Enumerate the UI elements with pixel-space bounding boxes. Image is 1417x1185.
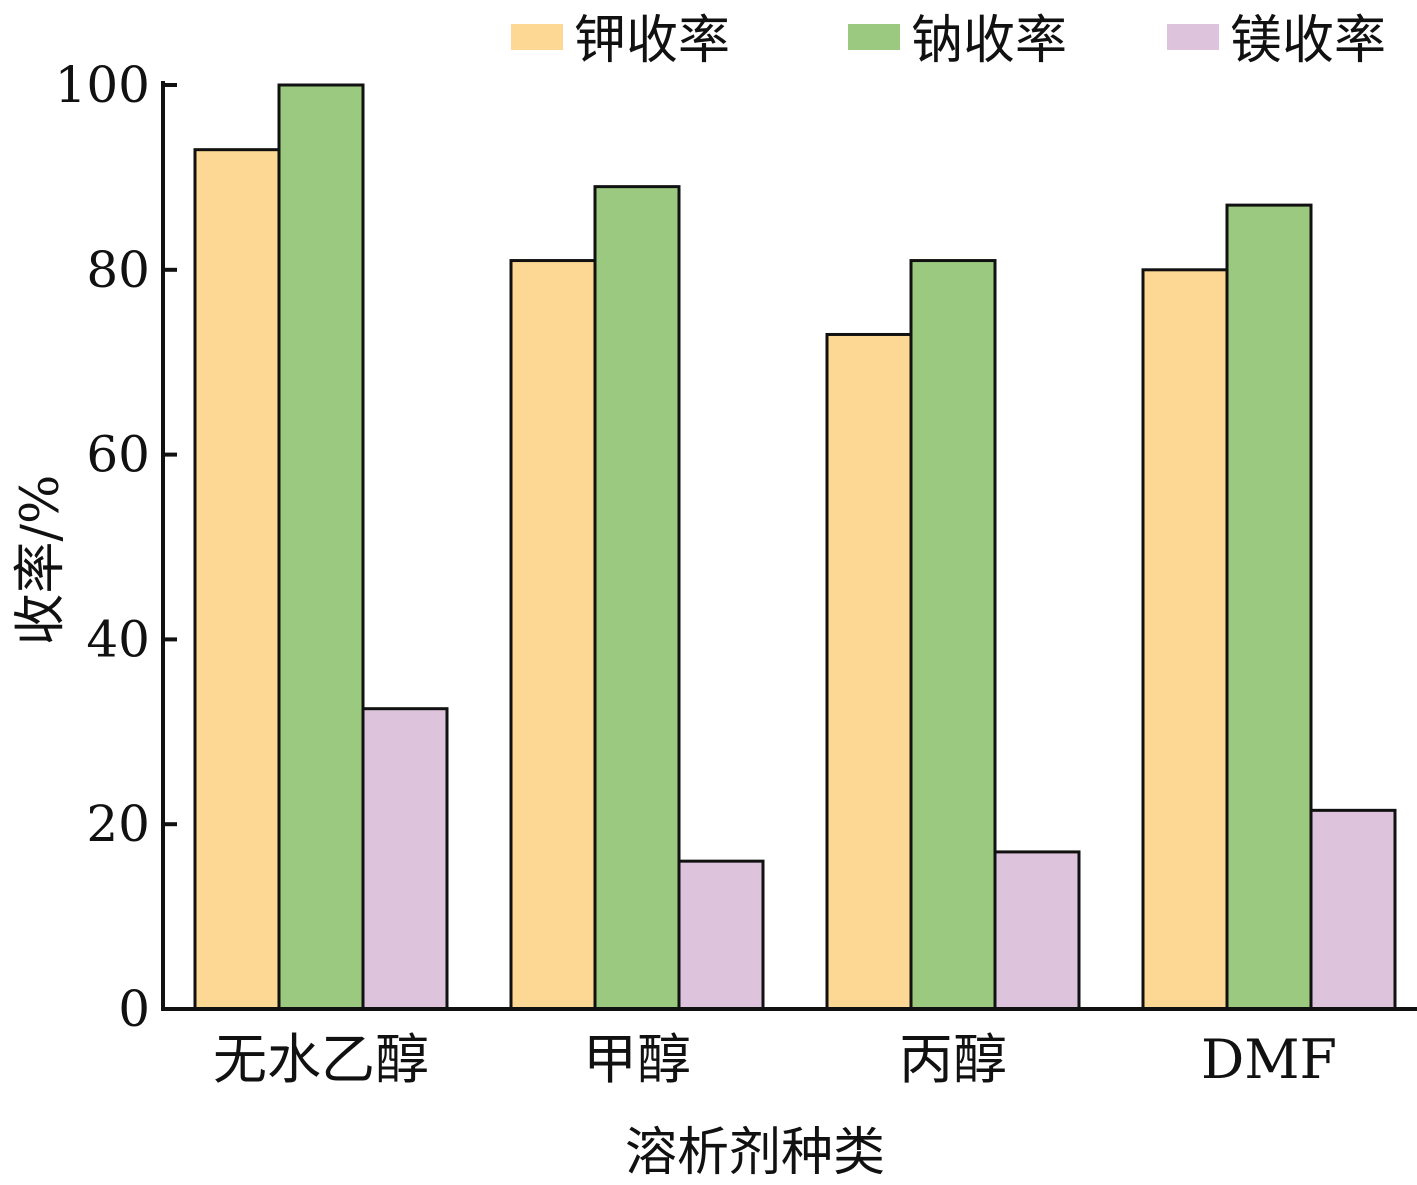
legend-label-1: 钾收率 bbox=[574, 11, 730, 71]
y-tick-label: 0 bbox=[118, 980, 150, 1038]
x-labels-group: 无水乙醇 甲醇 丙醇 DMF bbox=[213, 1028, 1337, 1091]
x-category-label: 甲醇 bbox=[583, 1028, 691, 1091]
y-ticks-group: 0 20 40 60 80 100 bbox=[55, 56, 177, 1038]
bar-3-4 bbox=[1309, 808, 1397, 1011]
bar-3-2 bbox=[677, 859, 765, 1011]
bars-group bbox=[193, 83, 1397, 1011]
bar-1-2 bbox=[509, 259, 597, 1011]
x-category-label: 丙醇 bbox=[899, 1028, 1007, 1091]
legend: 钾收率 钠收率 镁收率 bbox=[511, 11, 1386, 71]
bar-3-1 bbox=[361, 707, 449, 1011]
bar-2-4 bbox=[1225, 203, 1313, 1011]
y-tick-label: 80 bbox=[86, 241, 150, 299]
y-tick-label: 20 bbox=[86, 795, 150, 853]
legend-swatch-1 bbox=[511, 24, 563, 50]
y-tick-label: 100 bbox=[55, 56, 150, 114]
legend-label-3: 镁收率 bbox=[1230, 11, 1386, 71]
legend-swatch-3 bbox=[1167, 24, 1219, 50]
bar-2-2 bbox=[593, 185, 681, 1011]
y-axis-title: 收率/% bbox=[11, 475, 71, 646]
legend-swatch-2 bbox=[848, 24, 900, 50]
bar-2-1 bbox=[277, 83, 365, 1011]
x-category-label: 无水乙醇 bbox=[213, 1028, 429, 1091]
legend-label-2: 钠收率 bbox=[911, 11, 1067, 71]
bar-1-3 bbox=[825, 332, 913, 1011]
bar-1-1 bbox=[193, 148, 281, 1011]
bar-2-3 bbox=[909, 259, 997, 1011]
bar-1-4 bbox=[1141, 268, 1229, 1011]
y-tick-label: 60 bbox=[86, 426, 150, 484]
y-tick-label: 40 bbox=[86, 610, 150, 668]
x-axis-title: 溶析剂种类 bbox=[625, 1123, 885, 1181]
x-category-label: DMF bbox=[1201, 1028, 1337, 1091]
axes-group bbox=[161, 81, 1417, 1011]
bar-3-3 bbox=[993, 850, 1081, 1011]
